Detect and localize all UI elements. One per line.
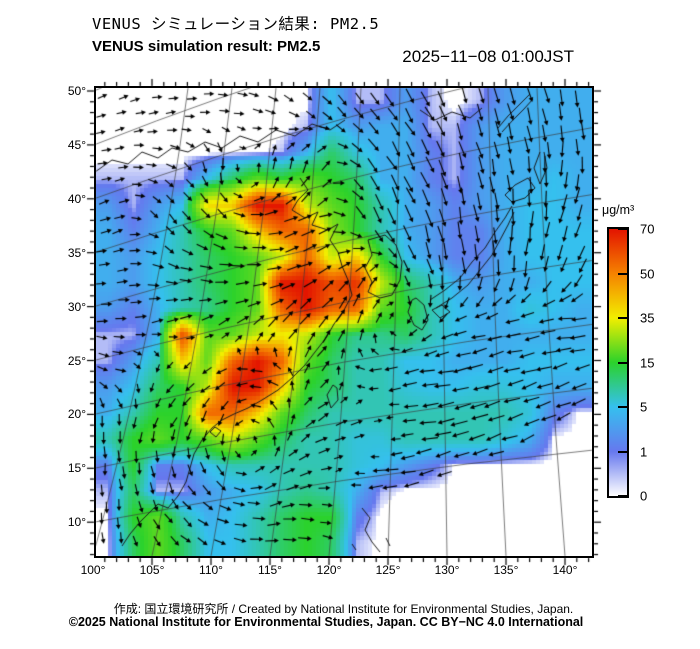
lat-tick-label: 25° bbox=[67, 353, 86, 368]
lat-tick-label: 40° bbox=[67, 191, 86, 206]
title-english: VENUS simulation result: PM2.5 bbox=[92, 38, 321, 55]
colorbar-tick bbox=[618, 272, 629, 275]
lon-tick-label: 120° bbox=[316, 563, 342, 577]
lon-tick-label: 140° bbox=[552, 563, 578, 577]
lat-tick-label: 15° bbox=[67, 461, 86, 476]
footer-credit: 作成: 国立環境研究所 / Created by National Instit… bbox=[113, 602, 574, 616]
colorbar-tick-label: 15 bbox=[640, 355, 655, 370]
colorbar-tick bbox=[618, 228, 629, 230]
colorbar-tick bbox=[618, 317, 629, 319]
colorbar-tick-label: 50 bbox=[640, 266, 655, 281]
lat-tick-label: 50° bbox=[67, 84, 86, 98]
lon-tick-label: 105° bbox=[139, 563, 165, 577]
lat-tick-label: 35° bbox=[67, 245, 86, 260]
lon-tick-label: 125° bbox=[375, 563, 401, 577]
colorbar-tick-label: 5 bbox=[640, 399, 648, 415]
colorbar-tick bbox=[618, 495, 629, 497]
lon-tick-label: 110° bbox=[199, 563, 223, 577]
colorbar-tick-label: 35 bbox=[640, 310, 655, 326]
colorbar-tick bbox=[618, 450, 629, 453]
colorbar-tick-label: 70 bbox=[640, 221, 655, 237]
title-japanese: VENUS シミュレーション結果: PM2.5 bbox=[92, 15, 380, 33]
lat-tick-label: 10° bbox=[67, 515, 86, 530]
lat-tick-label: 20° bbox=[67, 407, 86, 422]
lon-tick-label: 135° bbox=[493, 563, 519, 577]
colorbar-tick bbox=[618, 361, 629, 364]
lat-tick-label: 45° bbox=[67, 137, 86, 152]
map-frame bbox=[94, 86, 594, 558]
lon-tick-label: 115° bbox=[258, 563, 282, 577]
colorbar-tick bbox=[618, 406, 629, 408]
lon-tick-label: 130° bbox=[434, 563, 460, 577]
timestamp: 2025−11−08 01:00JST bbox=[402, 47, 574, 66]
lon-tick-label: 100° bbox=[80, 563, 106, 577]
map-overlay-canvas bbox=[76, 66, 620, 578]
colorbar-tick-label: 0 bbox=[640, 488, 648, 504]
colorbar-unit-label: μg/m³ bbox=[602, 203, 635, 217]
footer-license: ©2025 National Institute for Environment… bbox=[68, 615, 584, 629]
lat-tick-label: 30° bbox=[67, 299, 86, 314]
colorbar-tick-label: 1 bbox=[640, 444, 648, 459]
